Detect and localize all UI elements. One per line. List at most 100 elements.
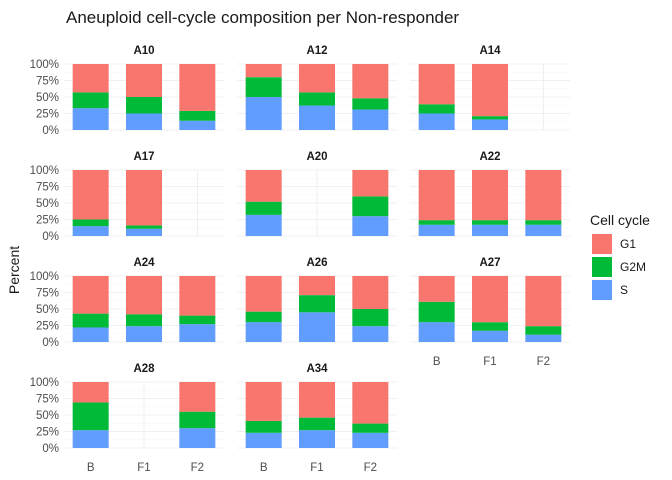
- bar-a27-f1-s: [472, 330, 508, 342]
- bar-a26-f2-g1: [352, 276, 389, 309]
- bar-a26-b-g2m: [245, 311, 282, 323]
- bar-a12-f1-g2m: [299, 92, 335, 106]
- bar-a34-f1-g2m: [299, 417, 335, 431]
- y-tick-label: 100%: [30, 377, 59, 389]
- bar-a14-b-s: [418, 113, 455, 130]
- bar-a27-b-s: [418, 322, 455, 342]
- bar-a22-f1-s: [472, 224, 508, 236]
- bar-a28-b-g2m: [72, 402, 109, 431]
- y-tick-label: 75%: [36, 76, 59, 88]
- bar-a12-b-g1: [245, 64, 282, 78]
- bar-a27-f1-g1: [472, 276, 508, 323]
- facet-panels: A10 0% 25% 50% 75% 100% A12 A14 A17 0% 25% 50% 75% 10…: [30, 45, 570, 474]
- facet-a20: A20: [237, 151, 397, 237]
- bar-a14-b-g2m: [418, 104, 455, 114]
- facet-label: A17: [133, 151, 154, 163]
- y-tick-label: 75%: [36, 288, 59, 300]
- facet-label: A20: [306, 151, 327, 163]
- bar-a24-b-s: [72, 327, 109, 342]
- bar-a10-f2-g2m: [179, 110, 216, 121]
- bar-a28-b-s: [72, 430, 109, 448]
- bar-a17-b-s: [72, 226, 109, 236]
- bar-a22-b-g1: [418, 170, 455, 221]
- bar-a26-f2-s: [352, 326, 389, 342]
- bar-a28-b-g1: [72, 382, 109, 403]
- bar-a10-b-g2m: [72, 92, 109, 109]
- y-tick-label: 0%: [42, 337, 59, 349]
- bar-a34-b-g1: [245, 382, 282, 421]
- bar-a17-f1-s: [126, 228, 162, 236]
- bar-a34-b-s: [245, 432, 282, 448]
- bar-a10-b-s: [72, 108, 109, 130]
- bar-a26-f2-g2m: [352, 309, 389, 327]
- facet-label: A10: [133, 45, 154, 57]
- bar-a26-b-s: [245, 322, 282, 342]
- x-tick-label: F2: [191, 462, 204, 474]
- bar-a20-b-g2m: [245, 201, 282, 215]
- bar-a27-b-g1: [418, 276, 455, 302]
- bar-a24-f1-g1: [126, 276, 162, 315]
- y-tick-label: 0%: [42, 231, 59, 243]
- bar-a34-b-g2m: [245, 420, 282, 433]
- y-tick-label: 0%: [42, 125, 59, 137]
- bar-a17-b-g1: [72, 170, 109, 220]
- bar-a24-f1-g2m: [126, 314, 162, 327]
- chart-title: Aneuploid cell-cycle composition per Non…: [66, 8, 459, 27]
- y-tick-label: 25%: [36, 427, 59, 439]
- bar-a26-f1-g1: [299, 276, 335, 296]
- bar-a34-f2-g2m: [352, 423, 389, 433]
- bar-a27-f2-s: [525, 334, 562, 342]
- bar-a10-f1-s: [126, 113, 162, 130]
- bar-a14-f1-g2m: [472, 116, 508, 120]
- y-tick-label: 100%: [30, 59, 59, 71]
- facet-label: A28: [133, 363, 155, 375]
- bar-a14-f1-g1: [472, 64, 508, 117]
- bar-a28-f2-s: [179, 428, 216, 448]
- bar-a27-f2-g1: [525, 276, 562, 327]
- facet-a26: A26: [237, 257, 397, 343]
- bar-a27-f2-g2m: [525, 326, 562, 335]
- bar-a14-b-g1: [418, 64, 455, 105]
- facet-label: A22: [479, 151, 500, 163]
- bar-a10-f2-s: [179, 120, 216, 130]
- bar-a17-f1-g2m: [126, 225, 162, 229]
- y-tick-label: 50%: [36, 410, 59, 422]
- bar-a28-f2-g2m: [179, 411, 216, 429]
- facet-label: A12: [306, 45, 327, 57]
- bar-a20-f2-g2m: [352, 196, 389, 217]
- bar-a27-b-g2m: [418, 301, 455, 323]
- bar-a22-f1-g2m: [472, 220, 508, 225]
- bar-a20-f2-g1: [352, 170, 389, 197]
- bar-a26-f1-g2m: [299, 295, 335, 313]
- bar-a20-b-s: [245, 214, 282, 236]
- bar-a10-f2-g1: [179, 64, 216, 111]
- bar-a12-b-s: [245, 97, 282, 130]
- bar-a22-f2-g2m: [525, 220, 562, 225]
- bar-a24-f2-g2m: [179, 315, 216, 325]
- bar-a34-f1-g1: [299, 382, 335, 418]
- x-tick-label: F2: [364, 462, 377, 474]
- facet-label: A26: [306, 257, 327, 269]
- facet-label: A27: [479, 257, 500, 269]
- bar-a26-f1-s: [299, 312, 335, 342]
- y-tick-label: 50%: [36, 304, 59, 316]
- x-tick-label: B: [87, 462, 95, 474]
- x-tick-label: F1: [483, 356, 496, 368]
- bar-a28-f2-g1: [179, 382, 216, 412]
- facet-a27: A27 B F1 F2: [410, 257, 570, 368]
- x-tick-label: F2: [537, 356, 550, 368]
- bar-a22-f2-g1: [525, 170, 562, 221]
- legend-label-s: S: [620, 283, 628, 297]
- bar-a34-f2-g1: [352, 382, 389, 424]
- bar-a10-f1-g2m: [126, 97, 162, 114]
- bar-a12-f2-g2m: [352, 98, 389, 110]
- facet-a22: A22: [410, 151, 570, 237]
- bar-a10-b-g1: [72, 64, 109, 93]
- bar-a12-f2-g1: [352, 64, 389, 99]
- bar-a14-f1-s: [472, 119, 508, 130]
- bar-a24-f1-s: [126, 326, 162, 342]
- bar-a17-f1-g1: [126, 170, 162, 226]
- bar-a10-f1-g1: [126, 64, 162, 97]
- y-tick-label: 25%: [36, 321, 59, 333]
- x-tick-label: B: [433, 356, 441, 368]
